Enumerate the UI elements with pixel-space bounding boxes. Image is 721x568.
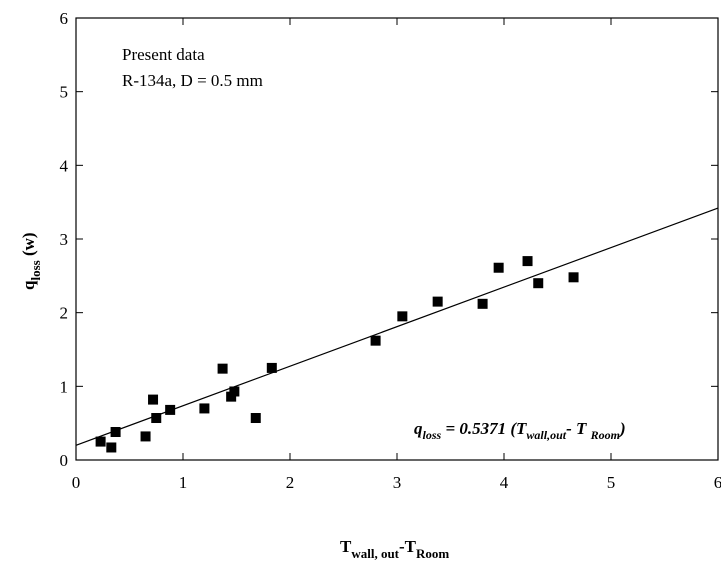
annotation: Present data [122,45,205,64]
data-point [110,427,121,438]
data-point [140,431,151,442]
equation-part: loss [423,428,442,442]
equation-part: Room [590,428,620,442]
x-tick-label: 4 [500,473,509,492]
equation: qloss = 0.5371 (Twall,out- T Room) [414,419,626,442]
y-tick-label: 5 [60,83,69,102]
x-label-part: T [340,537,352,556]
annotation: R-134a, D = 0.5 mm [122,71,263,90]
x-label-part: Room [416,546,449,561]
y-tick-label: 2 [60,304,69,323]
data-point [148,394,159,405]
y-label-part: (w) [19,232,38,260]
fit-line [75,207,719,446]
x-tick-label: 0 [72,473,81,492]
data-point [199,403,210,414]
data-point [226,391,237,402]
data-point [95,436,106,447]
data-point [522,256,533,267]
data-point [250,413,261,424]
x-axis-label: Twall, out-TRoom [340,537,449,561]
x-tick-label: 6 [714,473,721,492]
y-tick-label: 0 [60,451,69,470]
equation-part: = 0.5371 (T [441,419,527,438]
data-point [106,442,117,453]
x-label-part: -T [399,537,417,556]
y-tick-label: 6 [60,9,69,28]
equation-part: wall,out [526,428,566,442]
x-tick-label: 3 [393,473,402,492]
data-point [217,363,228,374]
data-point [151,413,162,424]
x-tick-label: 5 [607,473,616,492]
data-point [568,272,579,283]
y-tick-label: 1 [60,377,69,396]
y-tick-label: 3 [60,230,69,249]
y-label-part: loss [28,260,43,280]
data-point [432,296,443,307]
y-label-part: q [19,280,38,290]
x-label-part: wall, out [351,546,399,561]
data-point [229,386,240,397]
data-point [266,362,277,373]
data-point [397,311,408,322]
data-point [533,278,544,289]
equation-part: - T [566,419,591,438]
data-point [370,335,381,346]
x-tick-label: 2 [286,473,295,492]
data-point [477,298,488,309]
data-point [493,262,504,273]
x-tick-label: 1 [179,473,188,492]
y-axis-label: qloss (w) [19,232,43,290]
data-point [165,404,176,415]
equation-part: ) [618,419,626,438]
equation-part: q [414,419,423,438]
y-tick-label: 4 [60,156,69,175]
